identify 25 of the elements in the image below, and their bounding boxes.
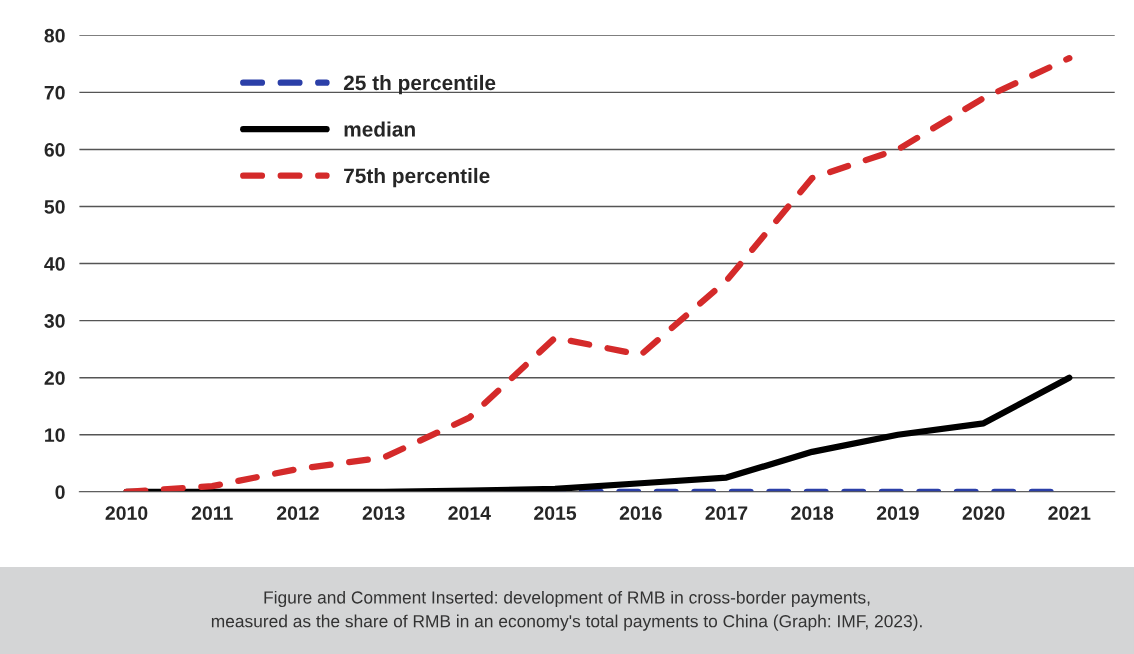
y-tick-label: 70 bbox=[44, 85, 65, 100]
y-tick-label: 60 bbox=[44, 142, 65, 157]
y-tick-label: 0 bbox=[55, 485, 65, 500]
y-tick-label: 20 bbox=[44, 371, 65, 385]
y-tick-label: 30 bbox=[44, 314, 65, 328]
y-tick-label: 40 bbox=[44, 257, 65, 271]
x-tick-label: 2012 bbox=[276, 506, 319, 520]
x-tick-label: 2020 bbox=[962, 506, 1005, 520]
x-tick-label: 2013 bbox=[362, 506, 405, 521]
x-tick-label: 2021 bbox=[1048, 506, 1091, 520]
x-tick-label: 2017 bbox=[705, 506, 748, 520]
x-tick-label: 2010 bbox=[105, 506, 148, 520]
x-tick-label: 2019 bbox=[876, 506, 919, 520]
x-tick-label: 2011 bbox=[191, 506, 233, 520]
x-tick-label: 2015 bbox=[534, 506, 577, 520]
y-tick-label: 80 bbox=[44, 28, 65, 43]
text: Figure and Comment Inserted: development of RMB in cross-border payments, measured as the share of RMB in an economy's total payments to China (Graph: IMF, 2023). bbox=[211, 590, 922, 631]
legend-label: median bbox=[344, 121, 415, 137]
x-tick-label: 2018 bbox=[791, 506, 834, 520]
legend-label: 75th percentile bbox=[344, 167, 490, 188]
legend-label: 25 th percentile bbox=[343, 74, 496, 95]
y-tick-label: 50 bbox=[44, 199, 65, 214]
x-tick-label: 2014 bbox=[448, 506, 491, 520]
y-tick-label: 10 bbox=[45, 428, 65, 442]
x-tick-label: 2016 bbox=[619, 506, 662, 520]
